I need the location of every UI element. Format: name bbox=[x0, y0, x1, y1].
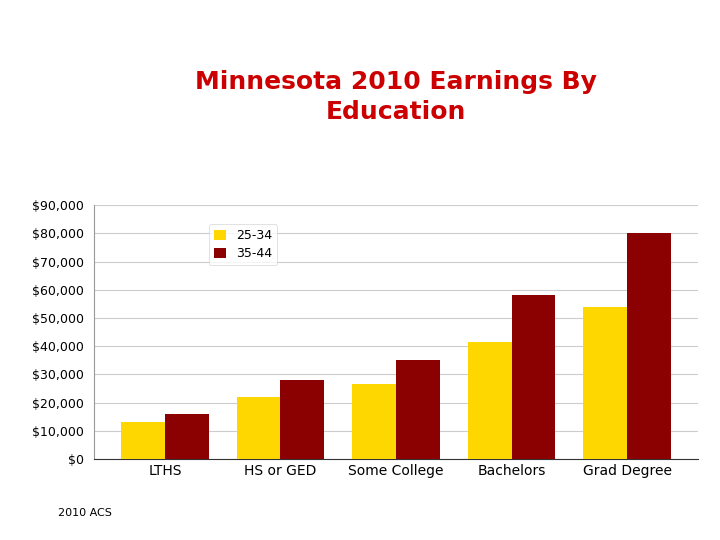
Bar bbox=[627, 233, 671, 459]
Text: 2010 ACS: 2010 ACS bbox=[58, 508, 112, 518]
Bar bbox=[165, 414, 209, 459]
Bar bbox=[511, 295, 555, 459]
Bar bbox=[237, 397, 281, 459]
Text: Minnesota 2010 Earnings By
Education: Minnesota 2010 Earnings By Education bbox=[195, 70, 597, 124]
Bar bbox=[352, 384, 396, 459]
Bar bbox=[281, 380, 325, 459]
Bar bbox=[396, 360, 440, 459]
Bar bbox=[583, 307, 627, 459]
Bar bbox=[467, 342, 511, 459]
Bar bbox=[121, 422, 165, 459]
Legend: 25-34, 35-44: 25-34, 35-44 bbox=[209, 224, 277, 265]
